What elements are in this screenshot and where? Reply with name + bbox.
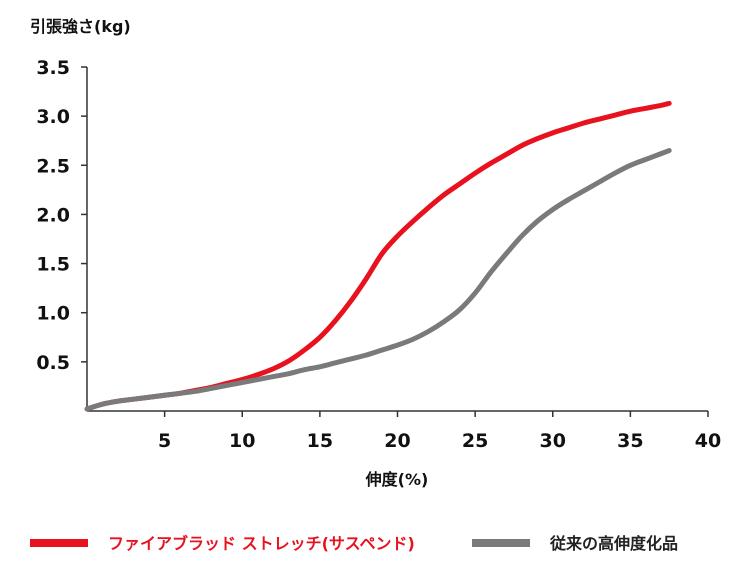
y-axis-title: 引張強さ(kg) (30, 17, 131, 36)
x-axis-title: 伸度(%) (365, 470, 429, 489)
series-layer (84, 100, 672, 412)
legend-label-gray: 従来の高伸度化品 (549, 534, 678, 553)
x-tick-label: 40 (695, 430, 721, 452)
series-line-gray (84, 148, 672, 412)
y-tick-label: 0.5 (36, 352, 70, 374)
legend-swatch-gray (472, 539, 530, 547)
x-tick-label: 30 (540, 430, 566, 452)
x-tick-label: 25 (462, 430, 488, 452)
x-tick-label: 5 (158, 430, 171, 452)
x-tick-label: 10 (229, 430, 255, 452)
axis-ticks: 5 10 15 20 25 30 35 40 0.5 1.0 1.5 2.0 2.5 3.0 3.5 (36, 57, 721, 452)
x-tick-label: 15 (307, 430, 333, 452)
x-tick-label: 20 (384, 430, 410, 452)
legend-label-red: ファイアブラッド ストレッチ(サスペンド) (108, 534, 415, 553)
series-line-red (84, 100, 672, 412)
y-tick-label: 3.0 (36, 106, 70, 128)
y-tick-label: 1.0 (36, 303, 70, 325)
y-tick-label: 3.5 (36, 57, 70, 79)
y-tick-label: 1.5 (36, 254, 70, 276)
y-tick-label: 2.5 (36, 155, 70, 177)
legend: ファイアブラッド ストレッチ(サスペンド) 従来の高伸度化品 (30, 534, 678, 553)
y-tick-label: 2.0 (36, 204, 70, 226)
legend-swatch-red (30, 539, 88, 547)
x-tick-label: 35 (617, 430, 643, 452)
